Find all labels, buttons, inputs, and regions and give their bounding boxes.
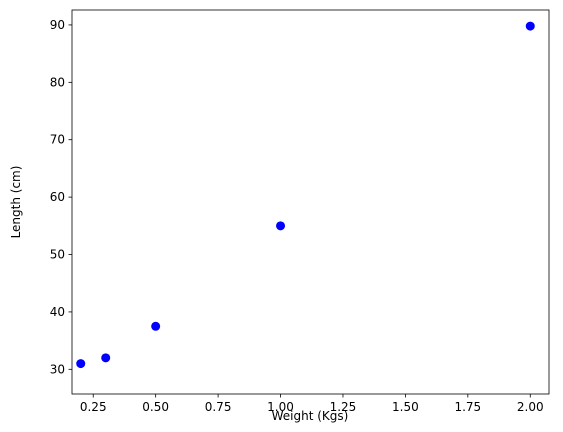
point <box>101 353 111 363</box>
y-tick-label: 30 <box>50 362 65 376</box>
x-tick-label: 1.75 <box>454 400 481 414</box>
y-tick-label: 80 <box>50 75 65 89</box>
y-tick-label: 60 <box>50 190 65 204</box>
x-tick-label: 1.50 <box>392 400 419 414</box>
point <box>76 359 86 369</box>
point <box>276 221 286 231</box>
plot-frame <box>71 9 550 395</box>
point <box>151 321 161 331</box>
y-tick-label: 70 <box>50 133 65 147</box>
x-tick-label: 2.00 <box>517 400 544 414</box>
point <box>525 21 535 31</box>
y-axis-label: Length (cm) <box>9 166 23 239</box>
x-tick-label: 1.25 <box>330 400 357 414</box>
x-tick-label: 0.75 <box>205 400 232 414</box>
x-tick-label: 0.25 <box>80 400 107 414</box>
y-tick-label: 90 <box>50 18 65 32</box>
y-tick-label: 40 <box>50 305 65 319</box>
x-axis-label: Weight (Kgs) <box>272 409 349 423</box>
x-tick-label: 0.50 <box>142 400 169 414</box>
y-tick-label: 50 <box>50 248 65 262</box>
x-tick-label: 1.00 <box>267 400 294 414</box>
